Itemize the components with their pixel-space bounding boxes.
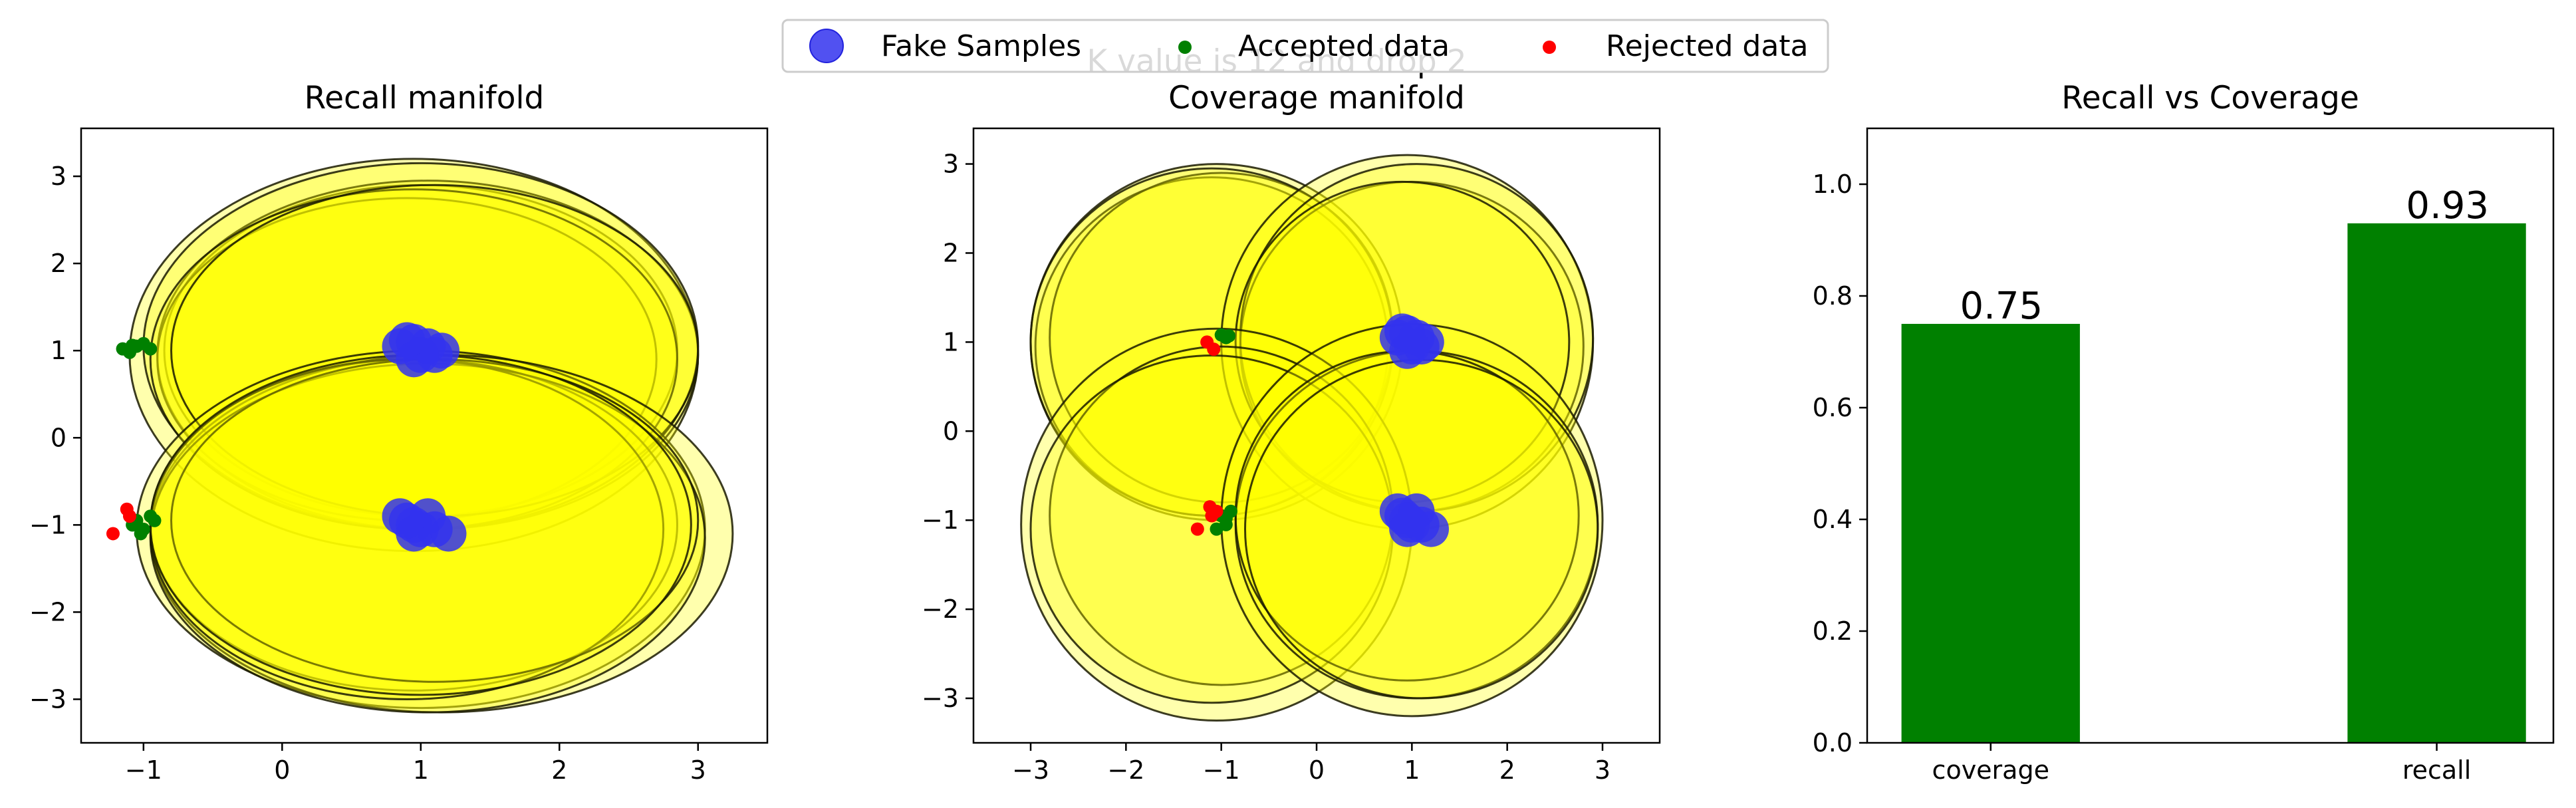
y-tick-label: −2 [922,595,959,624]
y-tick-label: 0.2 [1813,616,1853,646]
x-tick-label: 1 [1404,755,1420,785]
plot-area [1020,154,1604,722]
y-tick-label: 1 [943,327,959,356]
fake-sample-point [388,502,425,539]
x-tick-label: 0 [1309,755,1325,785]
axes-frame [1866,127,2555,744]
bar-coverage [1901,324,2080,743]
accepted-data-point [1210,522,1224,536]
y-tick-label: −3 [29,684,66,714]
accepted-data-point [1219,511,1233,525]
chart-panel-1: Recall manifold −1 0 1 2 3 −3 −2 −1 0 1 2 3 [29,80,769,785]
y-tick-label: 0.8 [1813,281,1853,311]
rejected-data-point [1205,509,1219,523]
y-tick-label: −1 [922,505,959,535]
x-tick-label: −1 [1203,755,1240,785]
accepted-data-point [1222,329,1236,343]
y-tick-label: 1.0 [1813,170,1853,199]
y-tick-label: −2 [29,597,66,626]
panel-title-recall-vs-coverage: Recall vs Coverage [2061,80,2359,116]
y-tick-label: 3 [51,162,66,191]
y-tick-label: 0 [51,423,66,452]
accepted-data-point [144,342,158,356]
rejected-data-marker [1543,41,1556,54]
x-tick-label: 3 [1595,755,1610,785]
legend: Fake Samples Accepted data Rejected data [781,19,1829,73]
rejected-data-point [106,527,120,541]
bar-data-label: 0.93 [2406,184,2489,227]
y-tick-label: −3 [922,684,959,713]
x-tick-label: 2 [1499,755,1515,785]
y-tick-label: 0 [943,416,959,446]
y-tick-label: 0.4 [1813,505,1853,534]
legend-label-accepted-data: Accepted data [1238,29,1450,63]
x-tick-label: −1 [125,755,162,785]
rejected-data-point [1207,342,1221,356]
y-tick-label: 0.6 [1813,393,1853,422]
accepted-data-point [126,338,140,352]
x-tick-label: 0 [274,755,290,785]
rejected-data-point [122,509,136,523]
panel-title-coverage-manifold: Coverage manifold [1168,80,1465,116]
x-tick-label: 2 [551,755,567,785]
fake-sample-point [416,511,453,547]
y-tick-label: −1 [29,510,66,539]
x-tick-label: 1 [413,755,429,785]
axes-frame [972,127,1661,744]
x-tick-label: −2 [1107,755,1144,785]
y-tick-label: 2 [943,238,959,267]
y-tick-label: 0.0 [1813,728,1853,757]
fake-sample-point [1384,497,1420,534]
chart-panel-3: Recall vs Coverage 0.75 coverage 0.93 recall… [1813,80,2555,785]
y-tick-label: 2 [51,249,66,278]
fake-sample-point [388,322,425,358]
legend-frame [781,19,1829,73]
fake-samples-marker [809,29,844,63]
accepted-data-point [148,513,162,527]
legend-label-fake-samples: Fake Samples [881,29,1081,63]
accepted-data-point [134,527,148,541]
fake-sample-point [1384,313,1420,350]
legend-label-rejected-data: Rejected data [1606,29,1809,63]
x-tick-label: recall [2402,755,2471,785]
y-tick-label: 1 [51,336,66,365]
panel-title-recall-manifold: Recall manifold [305,80,545,116]
rejected-data-point [1190,522,1204,536]
plot-area [106,158,734,714]
legend-entry-rejected-data: Rejected data [1543,29,1809,63]
fake-sample-point [416,337,453,373]
y-tick-label: 3 [943,150,959,179]
accepted-data-marker [1178,41,1192,54]
bar-recall [2347,223,2526,743]
legend-entry-fake-samples: Fake Samples [809,29,1081,63]
x-tick-label: 3 [690,755,706,785]
x-tick-label: −3 [1012,755,1049,785]
legend-entry-accepted-data: Accepted data [1178,29,1450,63]
chart-panel-2: Coverage manifold −3 −2 −1 0 1 2 3 −3 −2 −1 0 1 2 3 [922,80,1661,785]
axes-frame [80,127,769,744]
x-tick-label: coverage [1932,755,2049,785]
bar-data-label: 0.75 [1960,285,2043,328]
